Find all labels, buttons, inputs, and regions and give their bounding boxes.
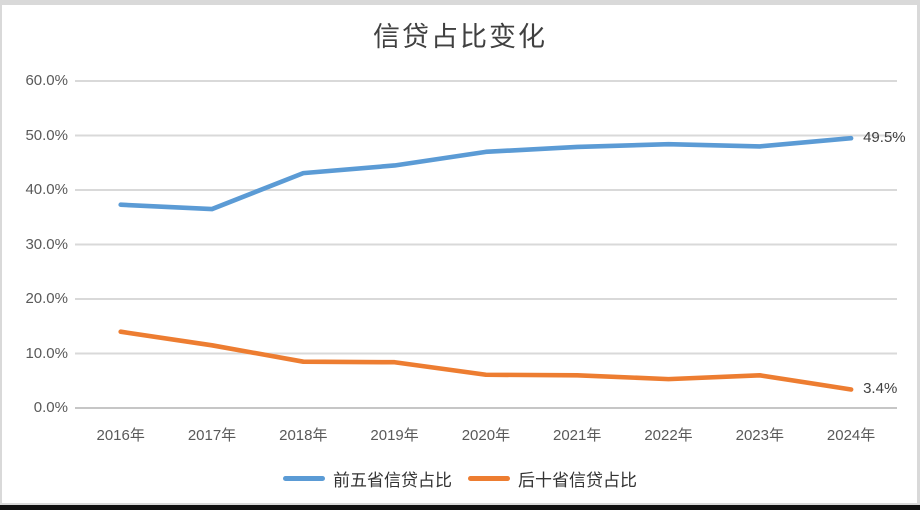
legend-item-1: 后十省信贷占比	[468, 466, 637, 491]
y-tick-label: 30.0%	[25, 235, 68, 253]
legend-item-0: 前五省信贷占比	[283, 466, 452, 491]
y-tick-label: 50.0%	[25, 126, 68, 144]
series-line-0	[118, 135, 854, 212]
y-tick-label: 60.0%	[25, 72, 68, 89]
frame-right-border	[917, 0, 920, 510]
x-tick-label: 2017年	[187, 427, 237, 444]
frame-top-border	[0, 0, 920, 5]
x-tick-label: 2019年	[370, 427, 419, 444]
x-tick-label: 2020年	[461, 427, 511, 444]
legend-label: 后十省信贷占比	[518, 471, 637, 490]
chart-legend: 前五省信贷占比 后十省信贷占比	[0, 466, 920, 491]
x-tick-label: 2023年	[735, 427, 784, 444]
data-label-series-1: 3.4%	[863, 380, 898, 398]
legend-line-swatch	[283, 476, 325, 481]
y-tick-label: 20.0%	[25, 290, 68, 307]
legend-label: 前五省信贷占比	[333, 471, 452, 490]
data-label-series-0: 49.5%	[863, 129, 906, 147]
frame-bottom-border	[0, 503, 920, 505]
x-tick-label: 2018年	[279, 427, 328, 444]
bottom-black-bar	[0, 505, 920, 510]
legend-line-swatch	[468, 476, 510, 481]
frame-left-border	[0, 0, 2, 510]
x-tick-label: 2016年	[96, 427, 145, 444]
x-tick-label: 2022年	[644, 427, 693, 444]
series-line-1	[118, 329, 854, 392]
x-tick-label: 2024年	[826, 427, 876, 444]
y-tick-label: 0.0%	[33, 399, 68, 416]
y-tick-label: 10.0%	[25, 344, 68, 362]
chart-title: 信贷占比变化	[373, 22, 547, 52]
x-tick-label: 2021年	[553, 427, 602, 444]
y-tick-label: 40.0%	[25, 181, 68, 198]
